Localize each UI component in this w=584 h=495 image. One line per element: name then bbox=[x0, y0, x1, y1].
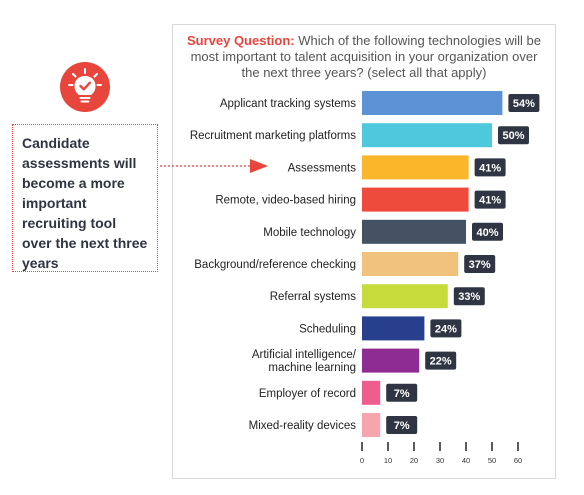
category-label: Employer of record bbox=[259, 388, 356, 400]
bar bbox=[362, 380, 381, 405]
value-label: 7% bbox=[394, 388, 410, 400]
value-badge bbox=[386, 383, 418, 402]
x-tick-label: 10 bbox=[384, 456, 392, 465]
value-badge bbox=[474, 158, 506, 177]
bar bbox=[362, 155, 469, 180]
bar bbox=[362, 413, 381, 437]
value-badge bbox=[453, 287, 485, 306]
bar bbox=[362, 252, 459, 276]
category-label: Background/reference checking bbox=[194, 259, 356, 271]
value-label: 7% bbox=[394, 420, 410, 432]
bar bbox=[362, 123, 492, 148]
value-badge bbox=[425, 351, 457, 370]
x-tick-label: 30 bbox=[436, 456, 444, 465]
x-tick-label: 40 bbox=[462, 456, 470, 465]
category-label: Artificial intelligence/machine learning bbox=[252, 349, 357, 374]
value-label: 50% bbox=[502, 130, 524, 142]
category-label: Mobile technology bbox=[263, 227, 356, 239]
value-badge bbox=[508, 94, 540, 112]
bar bbox=[362, 284, 448, 309]
value-badge bbox=[464, 255, 496, 273]
category-label: Recruitment marketing platforms bbox=[190, 130, 356, 142]
value-label: 37% bbox=[469, 259, 491, 271]
survey-question: Survey Question: Which of the following … bbox=[180, 33, 548, 81]
category-label: Mixed-reality devices bbox=[249, 420, 357, 432]
value-badge bbox=[474, 190, 506, 209]
category-label: Referral systems bbox=[270, 291, 357, 303]
value-badge bbox=[472, 222, 503, 241]
category-label: Applicant tracking systems bbox=[220, 98, 356, 110]
value-label: 54% bbox=[513, 98, 535, 110]
x-tick-label: 50 bbox=[488, 456, 496, 465]
x-tick-label: 0 bbox=[360, 456, 364, 465]
bars-group: 54% Applicant tracking systems 50% Recruitm… bbox=[190, 91, 540, 437]
lightbulb-check-icon bbox=[60, 62, 110, 112]
value-label: 22% bbox=[430, 356, 452, 368]
bar bbox=[362, 187, 469, 212]
x-axis: 0 10 20 30 40 50 60 bbox=[360, 442, 522, 465]
value-label: 41% bbox=[479, 195, 501, 207]
value-label: 24% bbox=[435, 323, 457, 335]
category-label: Scheduling bbox=[299, 323, 356, 335]
bar bbox=[362, 316, 425, 341]
value-badge bbox=[498, 126, 529, 145]
callout-arrow-icon bbox=[250, 159, 268, 173]
value-badge bbox=[386, 416, 418, 434]
survey-question-text: Which of the following technologies will… bbox=[190, 33, 542, 80]
value-badge bbox=[430, 319, 462, 338]
lightbulb-check-icon-svg bbox=[68, 68, 102, 103]
x-tick-label: 20 bbox=[410, 456, 418, 465]
bar bbox=[362, 348, 420, 373]
bar bbox=[362, 91, 503, 115]
callout-box: Candidate assessments will become a more… bbox=[12, 124, 158, 272]
category-label: Remote, video-based hiring bbox=[215, 195, 356, 207]
category-label: Assessments bbox=[288, 162, 357, 174]
survey-question-lead: Survey Question: bbox=[186, 33, 295, 48]
value-label: 33% bbox=[458, 291, 480, 303]
value-label: 40% bbox=[476, 227, 498, 239]
value-label: 41% bbox=[479, 162, 501, 174]
bar bbox=[362, 219, 466, 244]
x-tick-label: 60 bbox=[514, 456, 522, 465]
callout-text: Candidate assessments will become a more… bbox=[22, 135, 148, 271]
